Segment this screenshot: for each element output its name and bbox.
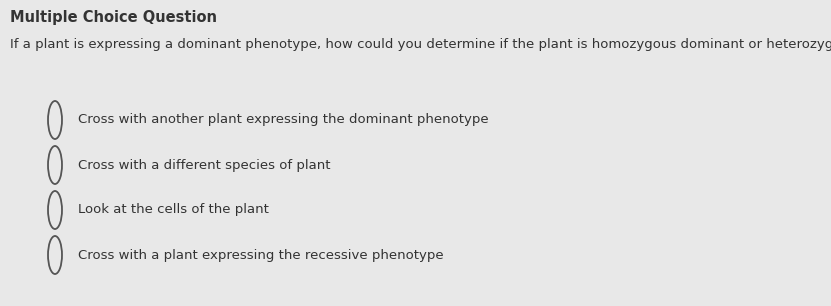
- Text: Look at the cells of the plant: Look at the cells of the plant: [78, 203, 269, 217]
- Text: Multiple Choice Question: Multiple Choice Question: [10, 10, 217, 25]
- Text: Cross with a plant expressing the recessive phenotype: Cross with a plant expressing the recess…: [78, 248, 444, 262]
- Ellipse shape: [48, 236, 62, 274]
- Ellipse shape: [48, 191, 62, 229]
- Text: If a plant is expressing a dominant phenotype, how could you determine if the pl: If a plant is expressing a dominant phen…: [10, 38, 831, 51]
- Ellipse shape: [48, 146, 62, 184]
- Text: Cross with another plant expressing the dominant phenotype: Cross with another plant expressing the …: [78, 114, 489, 126]
- Ellipse shape: [48, 101, 62, 139]
- Text: Cross with a different species of plant: Cross with a different species of plant: [78, 159, 331, 171]
